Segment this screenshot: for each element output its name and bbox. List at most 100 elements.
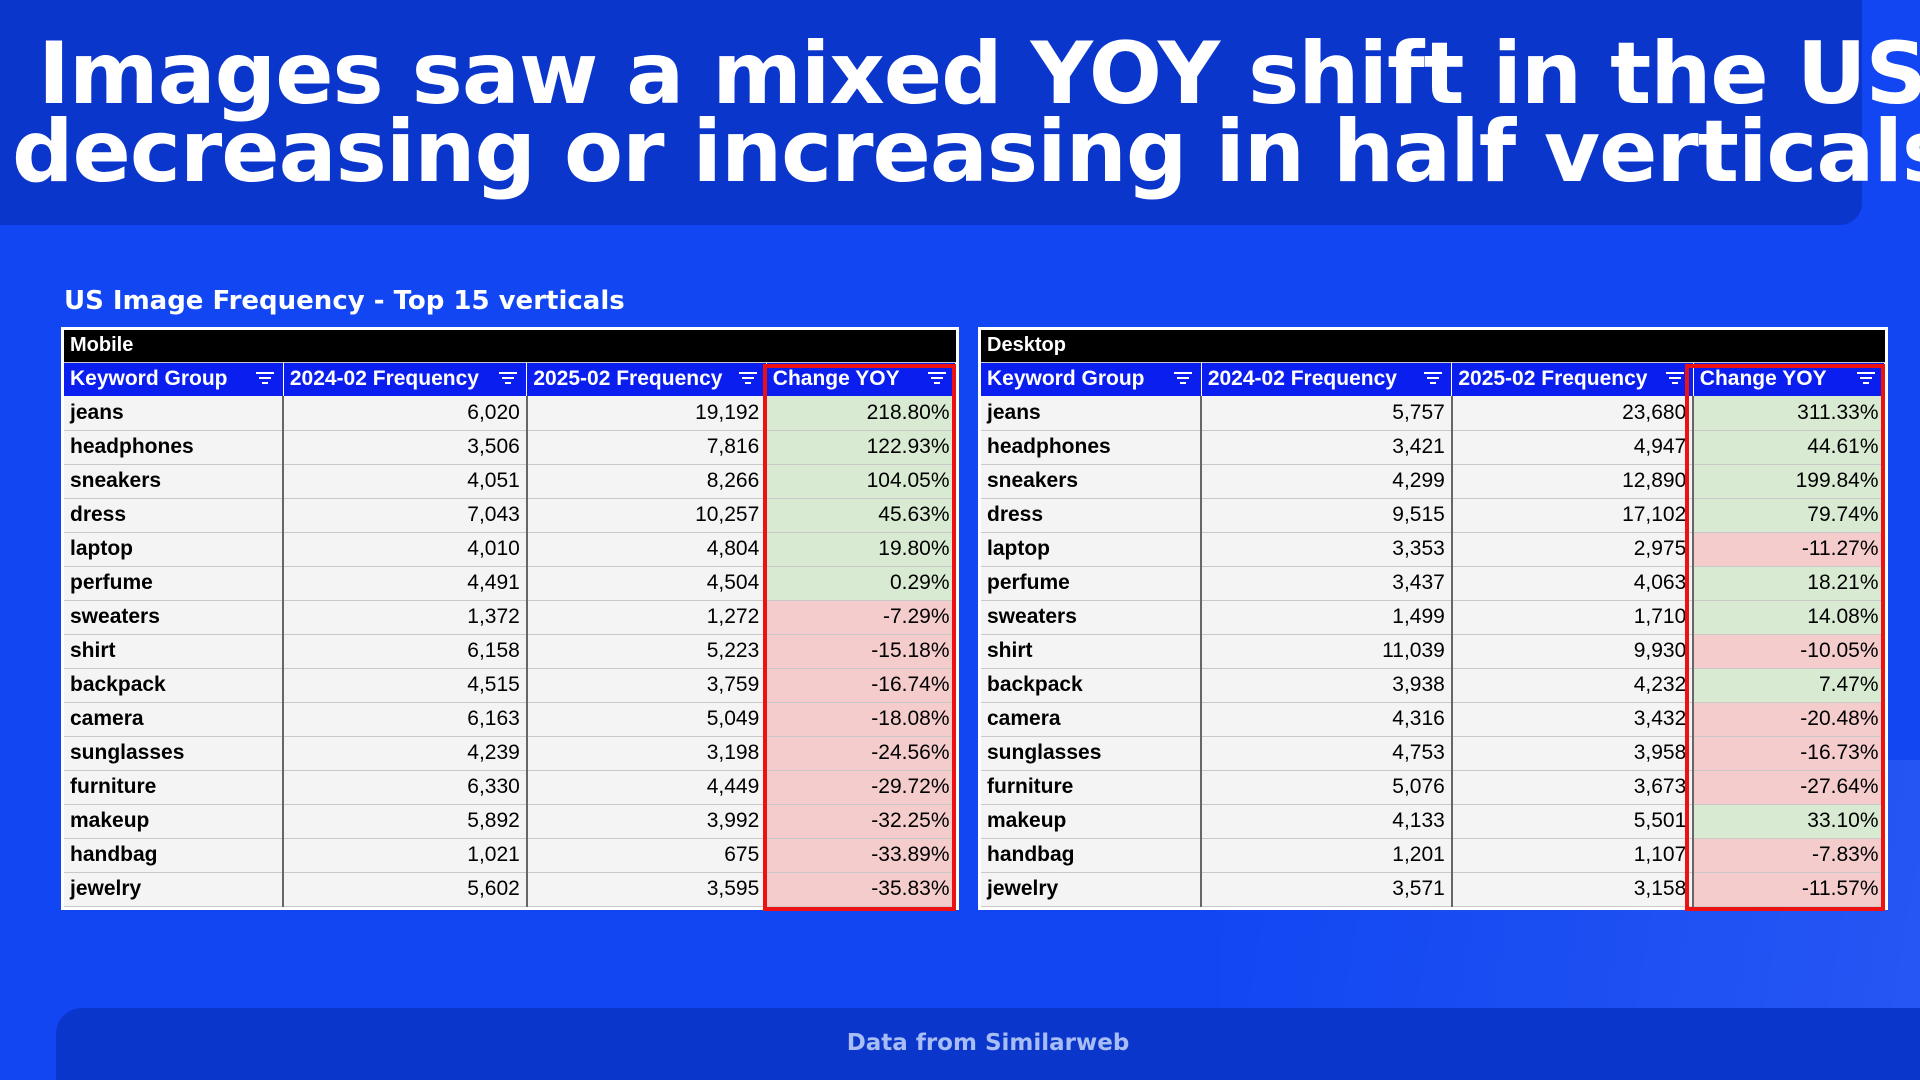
keyword-cell: headphones [64, 430, 285, 465]
keyword-cell: handbag [981, 838, 1203, 873]
table-row: handbag 1,021 675 -33.89% [64, 838, 956, 873]
table-row: sweaters 1,499 1,710 14.08% [981, 600, 1885, 635]
keyword-cell: sweaters [64, 600, 285, 635]
column-header-label: 2024-02 Frequency [1207, 367, 1397, 391]
frequency-2025-cell: 19,192 [526, 396, 768, 431]
frequency-2024-cell: 4,515 [283, 668, 528, 703]
keyword-cell: camera [981, 702, 1203, 737]
change-yoy-cell: 104.05% [766, 464, 956, 499]
mobile-section-row: Mobile [64, 330, 956, 363]
keyword-cell: furniture [64, 770, 285, 805]
mobile-section-label: Mobile [64, 330, 956, 363]
frequency-2024-cell: 6,020 [283, 396, 528, 431]
frequency-2025-cell: 3,595 [526, 872, 768, 907]
table-caption: US Image Frequency - Top 15 verticals [64, 286, 625, 316]
table-row: headphones 3,506 7,816 122.93% [64, 430, 956, 465]
column-header[interactable]: 2025-02 Frequency [526, 362, 767, 396]
frequency-2024-cell: 6,158 [283, 634, 528, 669]
filter-icon[interactable] [738, 371, 758, 388]
column-header[interactable]: Change YOY [1693, 362, 1886, 396]
frequency-2025-cell: 3,958 [1451, 736, 1695, 771]
change-yoy-cell: 199.84% [1693, 464, 1885, 499]
change-yoy-cell: -10.05% [1693, 634, 1885, 669]
frequency-2024-cell: 3,353 [1201, 532, 1453, 567]
table-row: furniture 6,330 4,449 -29.72% [64, 770, 956, 805]
change-yoy-cell: 7.47% [1693, 668, 1885, 703]
frequency-2024-cell: 4,491 [283, 566, 528, 601]
frequency-2024-cell: 1,021 [283, 838, 528, 873]
column-header[interactable]: 2025-02 Frequency [1451, 362, 1694, 396]
table-row: camera 4,316 3,432 -20.48% [981, 702, 1885, 737]
filter-icon[interactable] [1173, 371, 1193, 388]
frequency-2024-cell: 5,602 [283, 872, 528, 907]
filter-icon[interactable] [927, 371, 947, 388]
title-banner: Images saw a mixed YOY shift in the US, … [0, 0, 1920, 225]
desktop-table-panel: Desktop Keyword Group 2024-02 Frequency 202… [978, 327, 1888, 911]
frequency-2025-cell: 4,449 [526, 770, 768, 805]
table-row: backpack 3,938 4,232 7.47% [981, 668, 1885, 703]
frequency-2024-cell: 5,757 [1201, 396, 1453, 431]
column-header-label: Keyword Group [70, 367, 228, 391]
change-yoy-cell: 14.08% [1693, 600, 1885, 635]
keyword-cell: backpack [64, 668, 285, 703]
column-header-label: 2025-02 Frequency [533, 367, 723, 391]
column-header[interactable]: 2024-02 Frequency [1201, 362, 1453, 396]
frequency-2024-cell: 4,299 [1201, 464, 1453, 499]
change-yoy-cell: 44.61% [1693, 430, 1885, 465]
change-yoy-cell: -16.74% [766, 668, 956, 703]
frequency-2025-cell: 4,504 [526, 566, 768, 601]
frequency-2024-cell: 4,239 [283, 736, 528, 771]
keyword-cell: sweaters [981, 600, 1203, 635]
filter-icon[interactable] [498, 371, 518, 388]
filter-icon[interactable] [1423, 371, 1443, 388]
filter-icon[interactable] [1856, 371, 1876, 388]
change-yoy-cell: -29.72% [766, 770, 956, 805]
frequency-2024-cell: 1,499 [1201, 600, 1453, 635]
column-header[interactable]: 2024-02 Frequency [283, 362, 528, 396]
keyword-cell: headphones [981, 430, 1203, 465]
table-row: jeans 6,020 19,192 218.80% [64, 396, 956, 431]
table-row: perfume 3,437 4,063 18.21% [981, 566, 1885, 601]
frequency-2024-cell: 6,163 [283, 702, 528, 737]
frequency-2024-cell: 11,039 [1201, 634, 1453, 669]
data-source-note: Data from Similarweb [846, 1030, 1130, 1056]
keyword-cell: perfume [64, 566, 285, 601]
keyword-cell: sneakers [64, 464, 285, 499]
frequency-2025-cell: 3,198 [526, 736, 768, 771]
keyword-cell: jewelry [64, 872, 285, 907]
change-yoy-cell: -11.57% [1693, 872, 1885, 907]
page-title-line-1: Images saw a mixed YOY shift in the US, [38, 24, 1920, 124]
change-yoy-cell: -35.83% [766, 872, 956, 907]
filter-icon[interactable] [1665, 371, 1685, 388]
frequency-2025-cell: 4,804 [526, 532, 768, 567]
table-row: shirt 6,158 5,223 -15.18% [64, 634, 956, 669]
keyword-cell: laptop [64, 532, 285, 567]
frequency-2025-cell: 8,266 [526, 464, 768, 499]
column-header[interactable]: Keyword Group [981, 362, 1202, 396]
frequency-2025-cell: 9,930 [1451, 634, 1695, 669]
frequency-2025-cell: 2,975 [1451, 532, 1695, 567]
change-yoy-cell: 79.74% [1693, 498, 1885, 533]
change-yoy-cell: -11.27% [1693, 532, 1885, 567]
change-yoy-cell: -32.25% [766, 804, 956, 839]
frequency-2024-cell: 4,010 [283, 532, 528, 567]
frequency-2025-cell: 4,232 [1451, 668, 1695, 703]
column-header[interactable]: Keyword Group [64, 362, 284, 396]
keyword-cell: shirt [981, 634, 1203, 669]
table-row: jewelry 5,602 3,595 -35.83% [64, 872, 956, 907]
column-header-label: Keyword Group [987, 367, 1145, 391]
change-yoy-cell: -16.73% [1693, 736, 1885, 771]
filter-icon[interactable] [255, 371, 275, 388]
column-header[interactable]: Change YOY [766, 362, 957, 396]
table-row: jewelry 3,571 3,158 -11.57% [981, 872, 1885, 907]
change-yoy-cell: -24.56% [766, 736, 956, 771]
frequency-2024-cell: 1,372 [283, 600, 528, 635]
change-yoy-cell: 45.63% [766, 498, 956, 533]
keyword-cell: camera [64, 702, 285, 737]
table-row: perfume 4,491 4,504 0.29% [64, 566, 956, 601]
table-row: dress 9,515 17,102 79.74% [981, 498, 1885, 533]
frequency-2024-cell: 1,201 [1201, 838, 1453, 873]
table-row: sunglasses 4,753 3,958 -16.73% [981, 736, 1885, 771]
change-yoy-cell: 0.29% [766, 566, 956, 601]
keyword-cell: sneakers [981, 464, 1203, 499]
